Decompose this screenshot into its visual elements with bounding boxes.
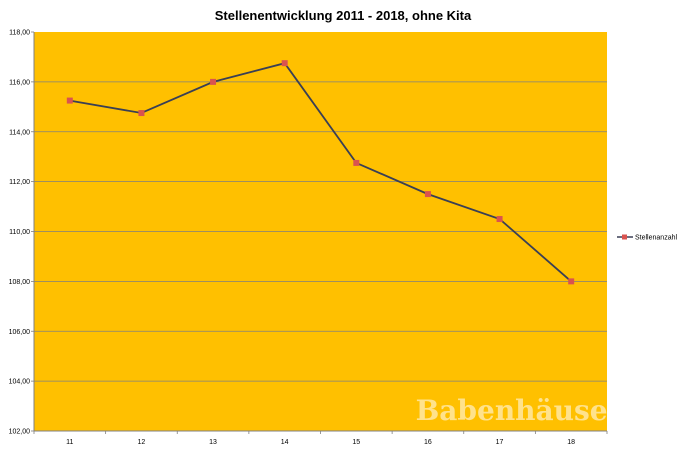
y-tick-label: 118,00: [9, 30, 30, 37]
legend-marker-swatch: [622, 234, 627, 240]
x-tick-label: 16: [424, 439, 432, 446]
legend-item-stellenanzahl: Stellenanzahl: [635, 235, 677, 242]
y-tick-label: 114,00: [9, 129, 30, 136]
series-line-stellenanzahl: [69, 62, 572, 283]
y-tick-label: 112,00: [9, 179, 30, 186]
data-point: [210, 78, 217, 85]
y-tick-label: 116,00: [9, 79, 30, 86]
data-point: [66, 97, 73, 104]
x-tick-label: 17: [496, 439, 504, 446]
x-tick-label: 11: [66, 439, 73, 446]
y-tick-label: 110,00: [9, 229, 30, 236]
y-tick-label: 106,00: [9, 329, 31, 336]
x-tick-label: 14: [281, 439, 289, 446]
y-tick-label: 104,00: [9, 379, 31, 386]
data-point: [138, 110, 145, 117]
plot-area: 102,00 104,00 106,00 108,00 110,00 112,00 114,…: [9, 30, 608, 446]
x-tick-label: 12: [138, 439, 146, 446]
legend: Stellenanzahl: [617, 234, 677, 242]
data-point: [568, 278, 575, 285]
watermark-logo: Babenhäuser: [416, 394, 624, 427]
data-point: [353, 159, 360, 166]
x-tick-label: 13: [209, 439, 217, 446]
y-tick-label: 108,00: [9, 279, 31, 286]
y-tick-label: 102,00: [9, 429, 31, 436]
x-tick-label: 18: [567, 439, 575, 446]
chart-title: Stellenentwicklung 2011 - 2018, ohne Kit…: [215, 8, 472, 23]
data-point: [496, 216, 503, 223]
data-point: [281, 60, 288, 67]
x-tick-label: 15: [352, 439, 360, 446]
data-point: [424, 191, 431, 198]
